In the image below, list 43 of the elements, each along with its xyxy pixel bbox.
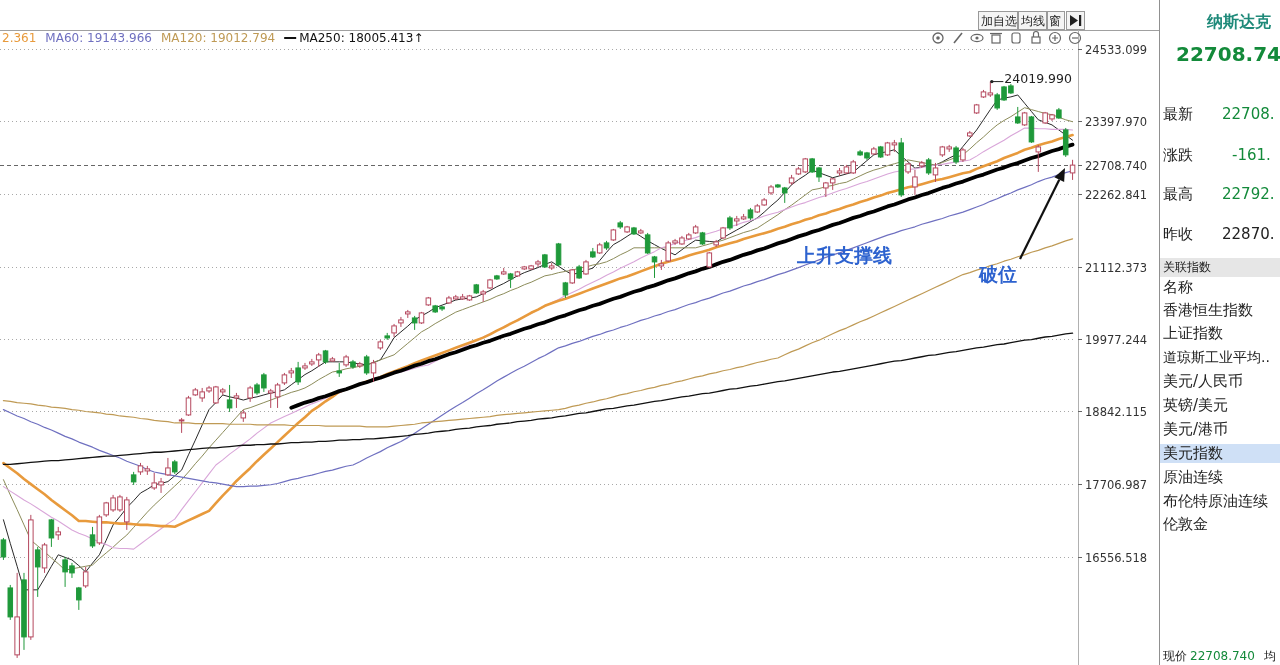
- text: 现价: [1163, 649, 1187, 663]
- text: 伦敦金: [1163, 515, 1208, 533]
- annotation: 24019.990: [1004, 71, 1072, 87]
- text: 最高: [1163, 185, 1193, 203]
- text: 涨跌: [1163, 146, 1193, 164]
- text: 美元/港币: [1163, 420, 1229, 438]
- text: 布伦特原油连续: [1163, 492, 1268, 510]
- text: MA60: 19143.966: [45, 31, 152, 45]
- text: 纳斯达克: [1206, 12, 1272, 31]
- text: 关联指数: [1163, 260, 1211, 274]
- text: 上证指数: [1163, 324, 1223, 342]
- text: 22792.: [1222, 185, 1275, 203]
- y-tick-label: 21112.373: [1085, 260, 1148, 275]
- y-tick-label: 18842.115: [1085, 404, 1148, 419]
- y-tick-label: 24533.099: [1085, 42, 1148, 57]
- text: -161.: [1232, 146, 1271, 164]
- y-tick-label: 16556.518: [1085, 550, 1148, 565]
- text: 均线: [1020, 14, 1045, 28]
- y-tick-label: 19977.244: [1085, 332, 1148, 347]
- annotation: 破位: [978, 263, 1017, 285]
- text: 最新: [1163, 105, 1193, 123]
- text: 2.361: [2, 31, 37, 45]
- text: 原油连续: [1163, 468, 1223, 486]
- text: 22708.: [1222, 105, 1275, 123]
- text: 美元指数: [1163, 444, 1223, 462]
- text: 窗: [1049, 14, 1061, 28]
- text: 22708.740: [1190, 649, 1255, 663]
- text: 加自选: [981, 14, 1017, 28]
- y-tick-label: 17706.987: [1085, 477, 1148, 492]
- text: 道琼斯工业平均..: [1163, 349, 1270, 365]
- legend-label: MA250: 18005.413↑: [299, 31, 424, 45]
- text: 美元/人民币: [1163, 372, 1244, 390]
- text: 22708.74: [1176, 42, 1280, 66]
- text: 英镑/美元: [1163, 396, 1229, 414]
- ref-line-label: 22708.740: [1085, 158, 1148, 173]
- text: 香港恒生指数: [1163, 301, 1253, 319]
- y-tick-label: 23397.970: [1085, 114, 1148, 129]
- text: 均: [1263, 649, 1276, 663]
- text: 名称: [1163, 278, 1193, 296]
- text: 昨收: [1163, 225, 1193, 243]
- text: MA120: 19012.794: [160, 31, 276, 45]
- y-tick-label: 22262.841: [1085, 187, 1148, 202]
- text: 22870.: [1222, 225, 1275, 243]
